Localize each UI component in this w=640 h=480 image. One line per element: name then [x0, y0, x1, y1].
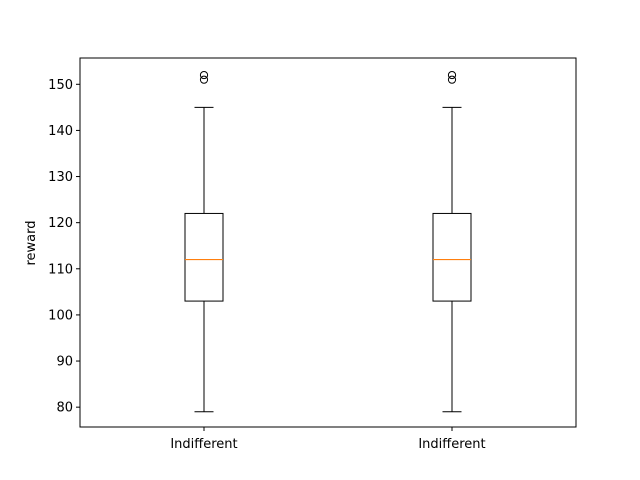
y-tick-label: 100: [48, 308, 73, 323]
plot-area: [80, 58, 576, 427]
y-tick-label: 130: [48, 170, 73, 185]
plot-frame: [79, 57, 577, 428]
y-tick-label: 120: [48, 216, 73, 231]
y-tick-label: 80: [56, 401, 73, 416]
outlier-point: [447, 75, 457, 84]
outlier-point: [199, 70, 209, 80]
x-tick-label: Indifferent: [418, 437, 485, 452]
y-tick-label: 150: [48, 78, 73, 93]
outlier-point: [199, 75, 209, 84]
y-tick-label: 90: [56, 355, 73, 370]
y-tick-label: 140: [48, 124, 73, 139]
outlier-point: [447, 70, 457, 80]
iqr-box: [184, 212, 224, 302]
iqr-box: [432, 212, 472, 302]
y-tick-label: 110: [48, 262, 73, 277]
x-tick-label: Indifferent: [170, 437, 237, 452]
y-axis-label: reward: [24, 220, 39, 265]
